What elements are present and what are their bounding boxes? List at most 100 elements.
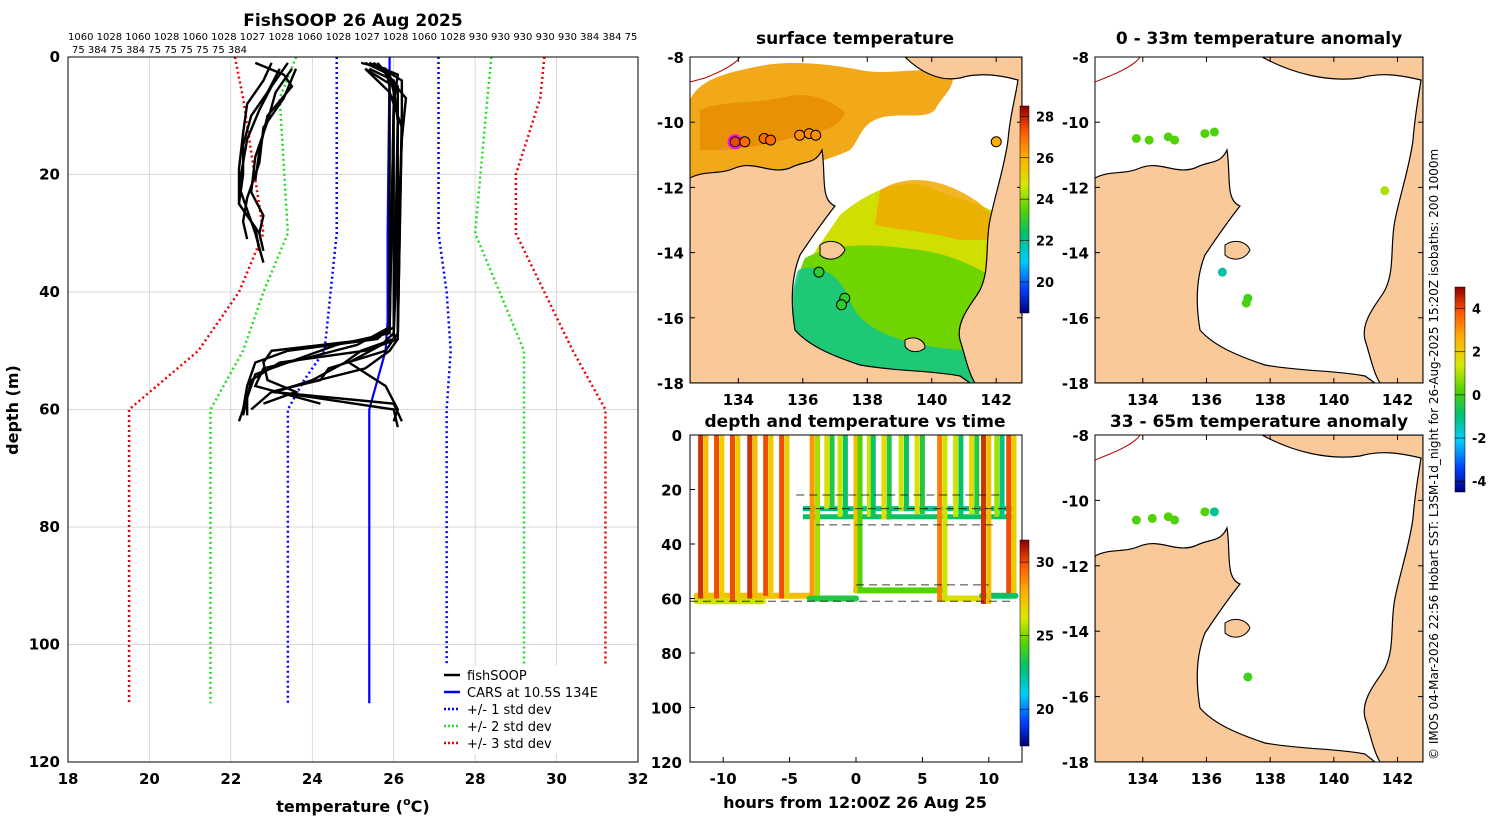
sst-colorbar-ticks: 20 22 24 26 28 — [1020, 110, 1054, 291]
plus-1-std-line — [437, 57, 452, 704]
sst-colorbar-tick-label: 22 — [1036, 235, 1054, 250]
anomaly-point — [1209, 507, 1219, 517]
legend-label: fishSOOP — [467, 669, 527, 684]
fishsoop-profile-line — [241, 68, 298, 240]
legend-label: +/- 2 std dev — [467, 720, 552, 735]
map-xtick-label: 140 — [1318, 770, 1349, 788]
profile-xlabel-sup: o — [403, 795, 411, 808]
map-ytick-label: -14 — [657, 245, 684, 263]
profile-xtick-label: 26 — [383, 770, 404, 788]
map-xtick-label: 134 — [1127, 770, 1158, 788]
profile-ylabel: depth (m) — [3, 365, 22, 455]
anomaly-point — [1243, 672, 1253, 682]
profile-axes-box — [67, 56, 639, 763]
plus-2-std-line — [473, 57, 526, 704]
profile-lines — [127, 57, 607, 704]
sst-observation-circle — [739, 136, 751, 148]
map-ytick-label: -8 — [1072, 427, 1089, 445]
fishsoop-profile-line — [262, 61, 395, 405]
timeseries-colorbar-tick-label: 30 — [1036, 556, 1054, 571]
timeseries-xtick-label: -5 — [781, 770, 798, 788]
anomaly-point — [1241, 298, 1251, 308]
fishsoop-profile-line — [346, 67, 408, 422]
sst-gulf-warm-band — [875, 179, 1005, 240]
map-ytick-label: -12 — [1062, 558, 1089, 576]
map-ytick-label: -10 — [1062, 492, 1089, 510]
credit-text: © IMOS 04-Mar-2026 22:56 Hobart SST: L3S… — [1427, 149, 1441, 760]
timeseries-ytick-label: 20 — [661, 482, 682, 500]
profile-xlabel-end: C) — [411, 797, 430, 816]
sst-observation-circle — [810, 129, 822, 141]
sst-observation-circle — [813, 266, 825, 278]
minus-1-std-line — [286, 57, 338, 704]
anomaly-0-33m-png-isobath — [1095, 57, 1141, 83]
anomaly-33-65m-panel: 33 - 65m temperature anomaly 134 136 138 14… — [1062, 286, 1486, 788]
anomaly-0-33m-points — [1131, 127, 1390, 308]
fishsoop-profile-line — [249, 68, 293, 234]
map-ytick-label: -12 — [1062, 179, 1089, 197]
anomaly-point — [1131, 134, 1141, 143]
fishsoop-profile-line — [250, 67, 399, 411]
profile-ytick-label: 40 — [39, 283, 60, 301]
sst-title: surface temperature — [756, 29, 954, 49]
sst-colorbar — [1019, 105, 1030, 314]
map-xtick-label: 136 — [1191, 770, 1222, 788]
legend-label: +/- 3 std dev — [467, 737, 552, 752]
map-ytick-label: -18 — [1062, 754, 1089, 772]
sst-land-groote-eylandt — [819, 240, 846, 260]
cars-mean-line — [368, 57, 391, 704]
anomaly-colorbar-tick-label: -2 — [1472, 432, 1486, 447]
anomaly-0-33m-land-australia — [1095, 147, 1377, 383]
profile-xtick-label: 30 — [546, 770, 567, 788]
sst-observation-circle — [765, 134, 777, 146]
legend-item-cars: CARS at 10.5S 134E — [444, 686, 598, 701]
map-ytick-label: -16 — [1062, 310, 1089, 328]
timeseries-xlabel: hours from 12:00Z 26 Aug 25 — [723, 793, 987, 812]
anomaly-point — [1131, 515, 1141, 525]
anomaly-33-65m-ticks: 134 136 138 140 142 -8 -10 -12 -14 -16 -18 — [1062, 427, 1423, 788]
map-xtick-label: 142 — [1382, 391, 1413, 409]
fishsoop-profile-line — [245, 61, 404, 416]
anomaly-0-33m-axes-box — [1094, 56, 1424, 384]
anomaly-0-33m-panel: 0 - 33m temperature anomaly 134 136 138 140… — [1062, 29, 1424, 409]
timeseries-colorbar — [1019, 539, 1030, 747]
timeseries-xtick-label: 0 — [851, 770, 861, 788]
anomaly-0-33m-title: 0 - 33m temperature anomaly — [1116, 29, 1402, 49]
sst-png-isobath — [690, 57, 741, 83]
anomaly-0-33m-ticks: 134 136 138 140 142 -8 -10 -12 -14 -16 -18 — [1062, 49, 1423, 409]
profile-xtick-label: 32 — [628, 770, 649, 788]
map-xtick-label: 142 — [1382, 770, 1413, 788]
map-xtick-label: 138 — [1254, 391, 1285, 409]
timeseries-title: depth and temperature vs time — [705, 412, 1006, 432]
fishsoop-profile-line — [275, 62, 399, 428]
map-xtick-label: 138 — [1254, 770, 1285, 788]
map-xtick-label: 142 — [981, 391, 1012, 409]
fishsoop-profile-line — [254, 61, 294, 181]
timeseries-colorbar-tick-label: 20 — [1036, 703, 1054, 718]
timeseries-colorbar-ticks: 20 25 30 — [1020, 556, 1054, 718]
profile-panel: FishSOOP 26 Aug 2025 1060 1028 1060 1028… — [3, 11, 648, 816]
legend-background — [440, 666, 612, 754]
profile-subtitle-line-1: 1060 1028 1060 1028 1060 1028 1027 1028 … — [68, 32, 637, 43]
anomaly-33-65m-axes-box — [1094, 434, 1424, 763]
legend-item-std1: +/- 1 std dev — [444, 703, 552, 718]
anomaly-point — [1380, 186, 1390, 196]
map-ytick-label: -14 — [1062, 245, 1089, 263]
map-ytick-label: -14 — [1062, 623, 1089, 641]
anomaly-colorbar-tick-label: 4 — [1472, 303, 1481, 318]
map-xtick-label: 140 — [1318, 391, 1349, 409]
legend-item-std3: +/- 3 std dev — [444, 737, 552, 752]
anomaly-33-65m-land-australia — [1095, 525, 1376, 762]
sst-colorbar-tick-label: 28 — [1036, 110, 1054, 125]
sst-observation-circle — [990, 136, 1002, 148]
sst-colorbar-tick-label: 26 — [1036, 152, 1054, 167]
profile-xlabel: temperature (oC) — [276, 795, 429, 816]
sst-observation-circle — [835, 299, 847, 311]
anomaly-colorbar-ticks: 4 2 0 -2 -4 — [1455, 303, 1486, 490]
map-xtick-label: 134 — [1127, 391, 1158, 409]
anomaly-33-65m-points — [1131, 507, 1253, 682]
map-ytick-label: -8 — [1072, 49, 1089, 67]
legend-item-std2: +/- 2 std dev — [444, 720, 552, 735]
